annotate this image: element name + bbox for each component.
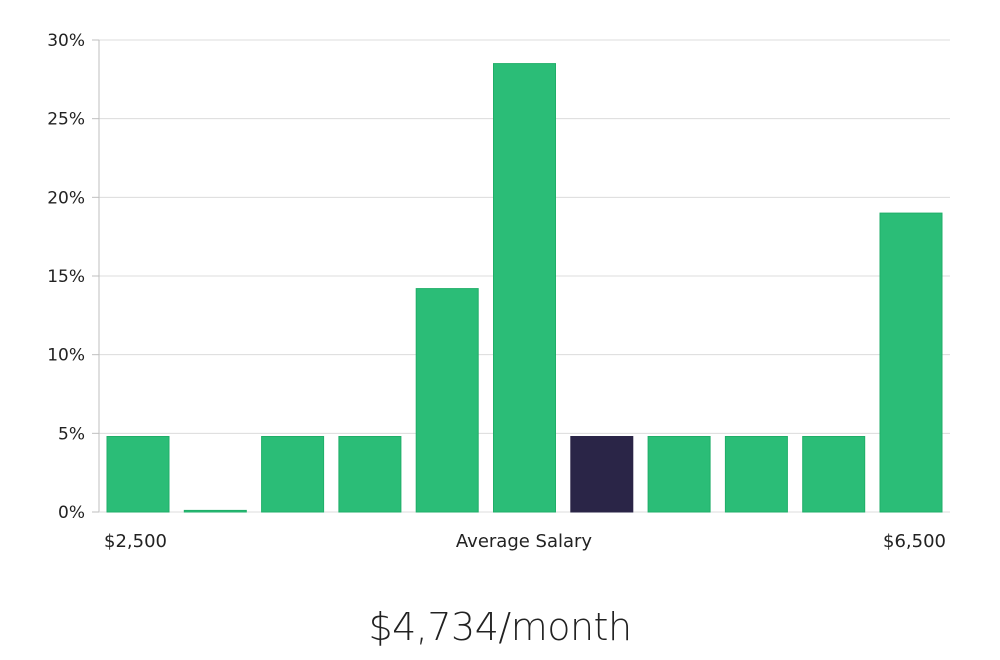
bar[interactable]: [183, 509, 247, 513]
x-min-label: $2,500: [104, 531, 167, 552]
y-tick-label: 0%: [58, 503, 85, 523]
x-max-label: $6,500: [883, 531, 946, 552]
bar-highlighted[interactable]: [570, 436, 634, 513]
y-tick-label: 30%: [47, 31, 85, 51]
bar[interactable]: [802, 436, 866, 513]
bar[interactable]: [261, 436, 325, 513]
bar[interactable]: [647, 436, 711, 513]
y-tick-label: 5%: [58, 424, 85, 444]
bar[interactable]: [106, 436, 170, 513]
y-tick-label: 15%: [47, 267, 85, 287]
bar[interactable]: [879, 212, 943, 513]
bars: [106, 63, 943, 513]
x-axis-title: Average Salary: [456, 531, 593, 552]
bar[interactable]: [415, 288, 479, 513]
y-tick-label: 25%: [47, 110, 85, 130]
bar[interactable]: [724, 436, 788, 513]
bar[interactable]: [338, 436, 402, 513]
y-tick-label: 10%: [47, 346, 85, 366]
bar[interactable]: [493, 63, 556, 513]
y-tick-label: 20%: [47, 188, 85, 208]
salary-histogram: 0% 5% 10% 15% 20% 25% 30% $2,500 Average Salar…: [47, 31, 950, 552]
average-salary-value: $4,734/month: [368, 605, 632, 649]
labels: $2,500 Average Salary $6,500: [104, 531, 946, 552]
